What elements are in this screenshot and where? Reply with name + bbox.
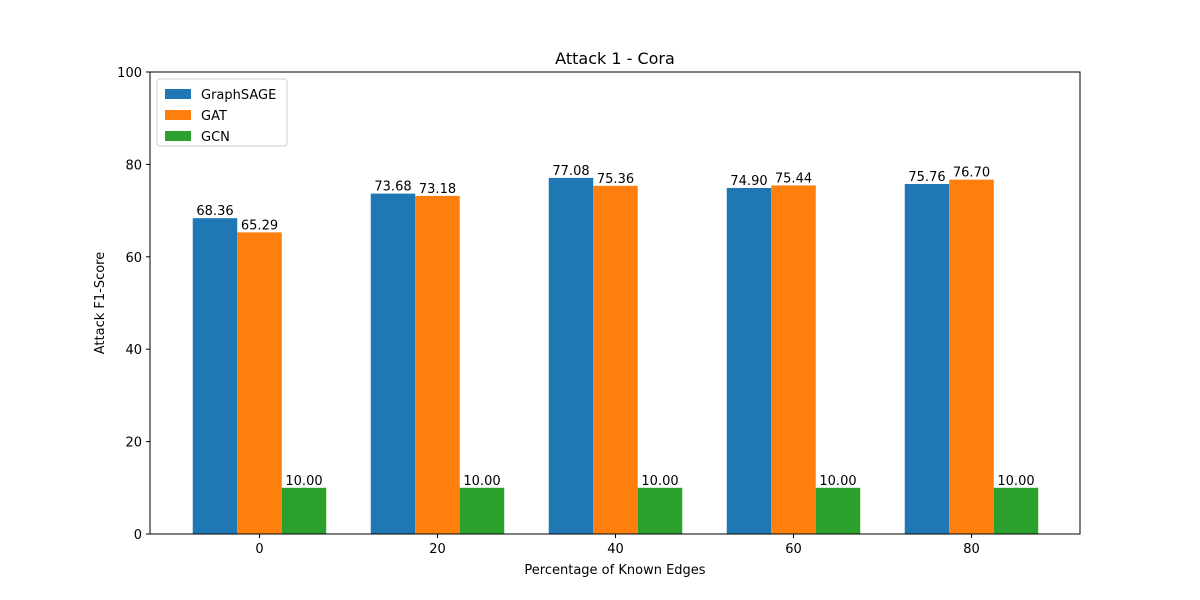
bar-gcn (281, 487, 327, 534)
legend-label: GAT (201, 109, 227, 124)
bar-value-label: 75.76 (908, 170, 945, 185)
y-tick-label: 80 (125, 158, 142, 173)
bar-gat (949, 179, 994, 534)
bar-graphsage (548, 177, 594, 535)
chart-title: Attack 1 - Cora (555, 49, 675, 68)
y-tick-label: 40 (125, 343, 142, 358)
bar-value-label: 10.00 (285, 474, 322, 489)
bar-value-label: 68.36 (196, 204, 233, 219)
bar-gcn (459, 487, 505, 534)
x-tick-label: 20 (429, 542, 446, 557)
bar-value-label: 10.00 (819, 474, 856, 489)
bar-gat (237, 232, 282, 534)
bar-value-label: 74.90 (730, 174, 767, 189)
bar-value-labels: 68.36 65.29 10.00 73.68 73.18 10.00 77.08 75.36… (196, 164, 1034, 489)
bar-value-label: 75.36 (597, 172, 634, 187)
y-axis: 0 20 40 60 80 100 (117, 66, 150, 543)
x-axis-label: Percentage of Known Edges (524, 563, 705, 578)
bar-graphsage (370, 193, 416, 535)
bar-value-label: 10.00 (463, 474, 500, 489)
x-tick-label: 60 (785, 542, 802, 557)
plot-frame (149, 71, 1081, 535)
legend-swatch (165, 131, 191, 141)
bar-gcn (815, 487, 861, 534)
y-tick-label: 100 (117, 66, 142, 81)
bar-graphsage (192, 218, 238, 534)
y-axis-label: Attack F1-Score (93, 252, 108, 354)
y-tick-label: 20 (125, 436, 142, 451)
legend-label: GraphSAGE (201, 88, 276, 103)
legend-swatch (165, 110, 191, 120)
bar-gat (415, 195, 460, 535)
bars (192, 177, 1039, 535)
bar-value-label: 10.00 (997, 474, 1034, 489)
bar-value-label: 77.08 (552, 164, 589, 179)
legend: GraphSAGE GAT GCN (156, 78, 288, 147)
y-tick-label: 60 (125, 251, 142, 266)
bar-gcn (993, 487, 1039, 534)
x-tick-label: 0 (255, 542, 263, 557)
bar-graphsage (904, 183, 950, 534)
bar-gat (593, 185, 638, 535)
bar-value-label: 75.44 (775, 171, 812, 186)
bar-value-label: 10.00 (641, 474, 678, 489)
bar-gcn (637, 487, 683, 534)
x-tick-label: 80 (963, 542, 980, 557)
bar-graphsage (726, 187, 772, 534)
y-tick-label: 0 (134, 528, 142, 543)
x-axis: 0 20 40 60 80 (255, 534, 980, 557)
legend-label: GCN (201, 130, 230, 145)
bar-gat (771, 185, 816, 534)
x-tick-label: 40 (607, 542, 624, 557)
bar-value-label: 73.68 (374, 180, 411, 195)
legend-swatch (165, 89, 191, 99)
bar-value-label: 65.29 (241, 218, 278, 233)
bar-value-label: 73.18 (419, 182, 456, 197)
bar-value-label: 76.70 (953, 166, 990, 181)
